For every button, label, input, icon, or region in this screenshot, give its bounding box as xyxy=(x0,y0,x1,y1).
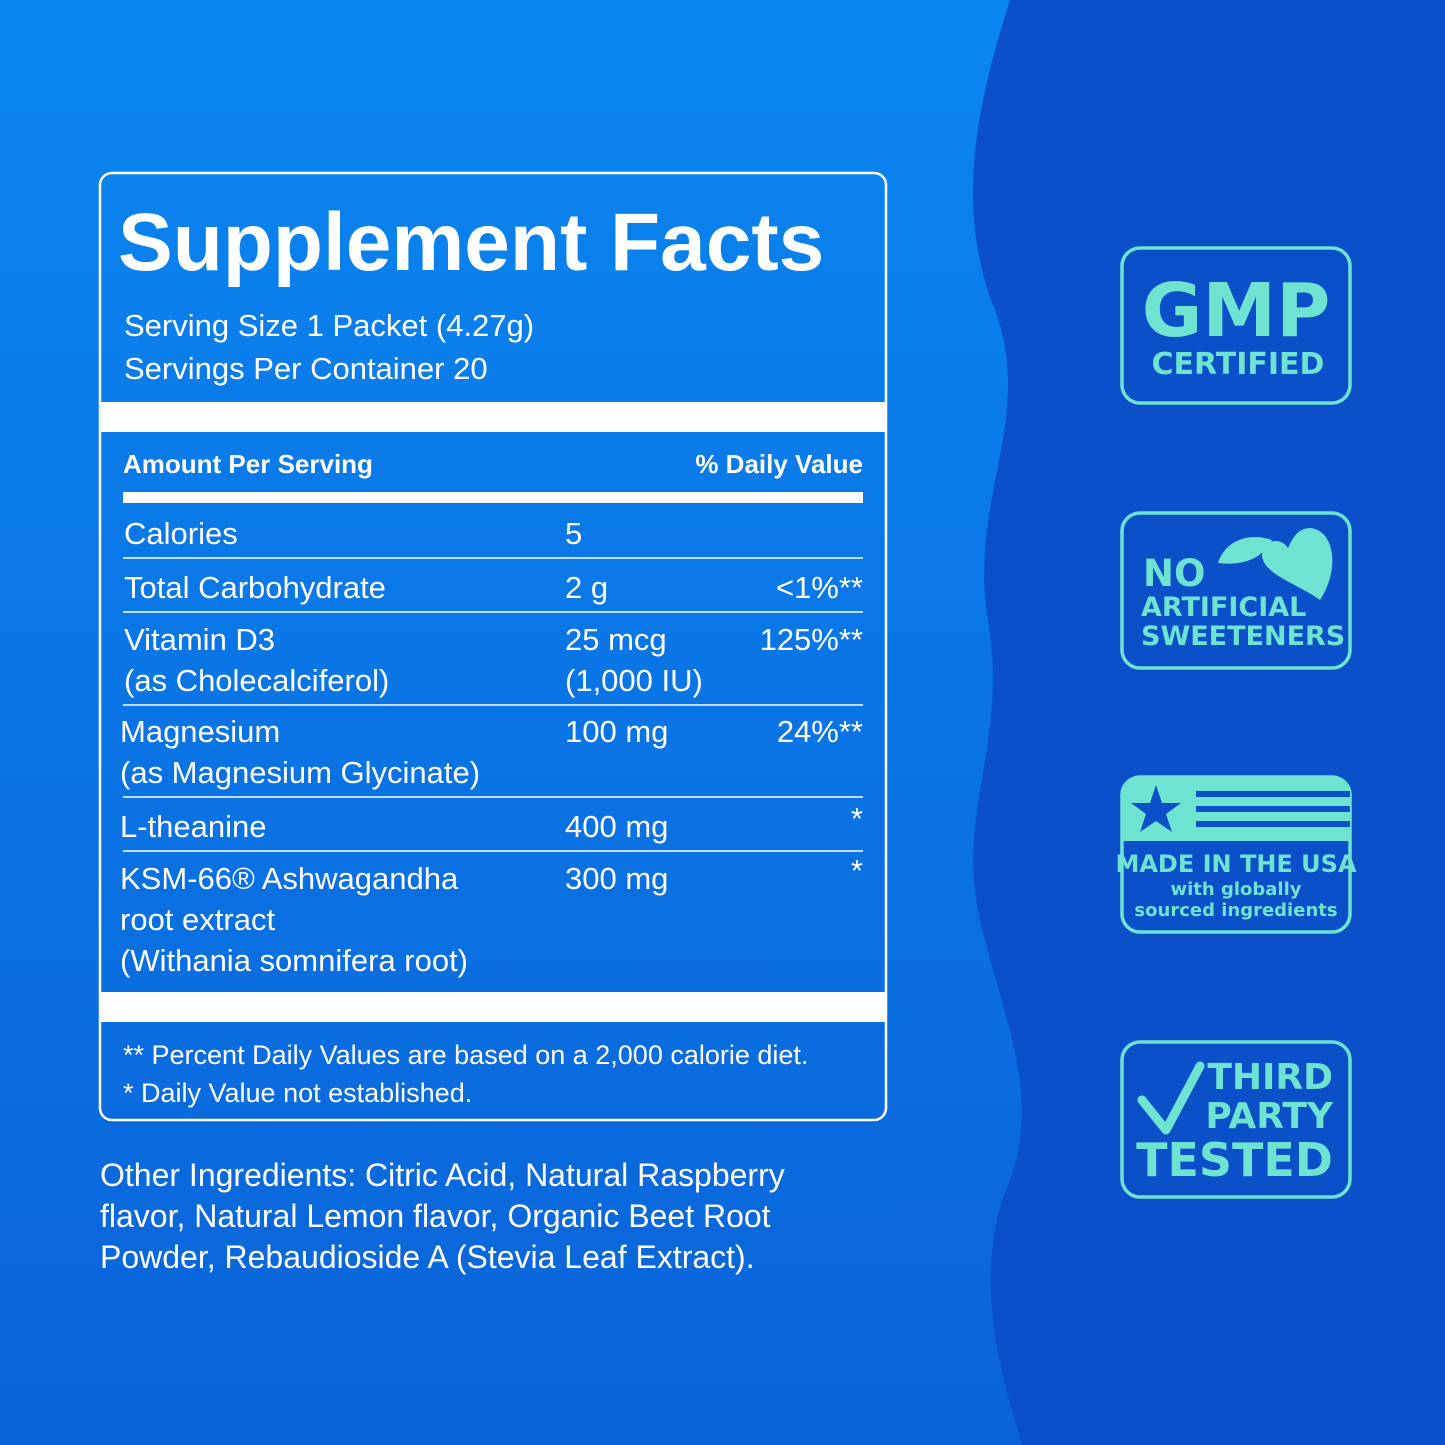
badge-text: ARTIFICIAL xyxy=(1141,592,1306,623)
nutrient-name: (as Magnesium Glycinate) xyxy=(120,755,480,790)
badge-text: MADE IN THE USA xyxy=(1115,850,1356,878)
leaf-icon xyxy=(1262,528,1333,600)
nutrient-amount: 400 mg xyxy=(565,809,668,844)
nutrient-name: KSM-66® Ashwagandha xyxy=(120,861,459,896)
badge-text: CERTIFIED xyxy=(1152,347,1325,382)
footnote: ** Percent Daily Values are based on a 2… xyxy=(123,1040,808,1070)
daily-value: <1%** xyxy=(776,570,863,605)
separator-bar xyxy=(100,402,886,432)
facts-title: Supplement Facts xyxy=(118,197,824,288)
other-ingredients: Other Ingredients: Citric Acid, Natural … xyxy=(100,1157,785,1193)
nutrient-name: (as Cholecalciferol) xyxy=(124,663,389,698)
nutrient-name: Magnesium xyxy=(120,714,280,749)
nutrient-name: (Withania somnifera root) xyxy=(120,943,468,978)
servings-per-container: Servings Per Container 20 xyxy=(124,351,488,386)
footnote: * Daily Value not established. xyxy=(123,1078,472,1108)
nutrient-name: Calories xyxy=(124,516,238,551)
flag-icon xyxy=(1122,777,1350,841)
other-ingredients: Powder, Rebaudioside A (Stevia Leaf Extr… xyxy=(100,1239,755,1275)
nutrient-amount: 300 mg xyxy=(565,861,668,896)
nutrient-amount: 25 mcg xyxy=(565,622,667,657)
nutrient-amount: 5 xyxy=(565,516,582,551)
badge-text: TESTED xyxy=(1136,1133,1333,1187)
nutrient-name: root extract xyxy=(120,902,275,937)
badge-frames xyxy=(1120,246,1352,1199)
daily-value: 24%** xyxy=(777,714,863,749)
other-ingredients: flavor, Natural Lemon flavor, Organic Be… xyxy=(100,1198,771,1234)
daily-value: * xyxy=(851,853,863,888)
nutrient-name: Total Carbohydrate xyxy=(124,570,386,605)
column-header: % Daily Value xyxy=(695,449,863,479)
badge-text: GMP xyxy=(1142,268,1331,354)
facts-rows: Calories 5 Total Carbohydrate 2 g <1%** Vitam… xyxy=(120,516,863,978)
nutrient-name: Vitamin D3 xyxy=(124,622,275,657)
column-header: Amount Per Serving xyxy=(123,449,373,479)
facts-box xyxy=(98,171,888,1122)
wave-band xyxy=(972,0,1445,1445)
leaf-icon xyxy=(1218,536,1272,564)
badge-text: THIRD xyxy=(1207,1057,1333,1098)
nutrient-name: L-theanine xyxy=(120,809,267,844)
daily-value: * xyxy=(851,801,863,836)
daily-value: 125%** xyxy=(760,622,863,657)
nutrient-amount: 2 g xyxy=(565,570,608,605)
separator-bar xyxy=(100,992,886,1022)
badge-text: NO xyxy=(1143,552,1205,595)
check-icon xyxy=(1137,1061,1205,1135)
nutrient-amount: 100 mg xyxy=(565,714,668,749)
badge-text: sourced ingredients xyxy=(1134,900,1337,921)
nutrient-amount: (1,000 IU) xyxy=(565,663,703,698)
badge-text: PARTY xyxy=(1205,1096,1334,1137)
row-dividers xyxy=(123,557,863,852)
header-rule xyxy=(123,492,863,503)
badge-text: SWEETENERS xyxy=(1141,621,1345,652)
badge-text: with globally xyxy=(1170,879,1301,900)
serving-size: Serving Size 1 Packet (4.27g) xyxy=(124,308,534,343)
